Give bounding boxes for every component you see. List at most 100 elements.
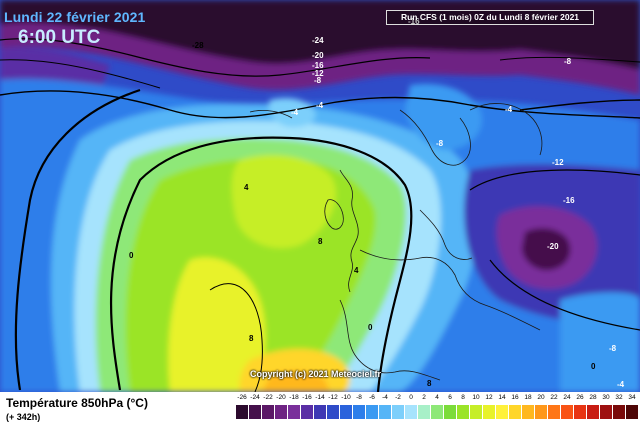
legend-tick-label: 34 [628,394,636,401]
color-legend [236,405,639,419]
legend-tick-label: -24 [250,394,260,401]
legend-swatch [249,405,262,419]
legend-tick-label: 10 [472,394,480,401]
legend-swatch [470,405,483,419]
legend-tick-label: 28 [589,394,597,401]
legend-swatch [561,405,574,419]
contour-label: -28 [192,41,204,50]
model-run-label: Run CFS (1 mois) 0Z du Lundi 8 février 2… [386,10,594,25]
legend-tick-label: 16 [511,394,519,401]
copyright-label: Copyright (c) 2021 Meteociel.fr [250,369,382,379]
legend-swatch [340,405,353,419]
contour-label: 8 [318,237,323,246]
contour-label: 8 [249,334,254,343]
legend-tick-label: 12 [485,394,493,401]
legend-swatch [444,405,457,419]
legend-swatch [431,405,444,419]
legend-tick-label: -14 [315,394,325,401]
isotherm-lines [0,38,640,392]
legend-tick-label: -18 [289,394,299,401]
legend-tick-label: -20 [276,394,286,401]
contour-label: 0 [368,323,373,332]
legend-tick-label: 18 [524,394,532,401]
contour-labels: -28 -24 -20 -16 -12 -8 -8 -4 -4 -4 -8 -1… [129,17,625,389]
legend-tick-label: -8 [356,394,362,401]
legend-swatch [457,405,470,419]
legend-swatch [522,405,535,419]
parameter-label: Température 850hPa (°C) [6,396,148,410]
contour-label: -16 [563,196,575,205]
legend-tick-label: 22 [550,394,558,401]
legend-tick-label: 2 [422,394,426,401]
legend-swatch [314,405,327,419]
contour-label: -4 [617,380,625,389]
legend-tick-label: 24 [563,394,571,401]
legend-swatch [587,405,600,419]
contour-label: 0 [129,251,134,260]
contour-label: -8 [314,76,322,85]
legend-swatch [301,405,314,419]
legend-swatch [236,405,249,419]
legend-swatch [288,405,301,419]
legend-tick-label: 26 [576,394,584,401]
legend-swatch [405,405,418,419]
legend-tick-label: 6 [448,394,452,401]
contour-label: -16 [408,17,420,26]
legend-tick-label: 0 [409,394,413,401]
temperature-field [0,0,640,392]
legend-swatch [574,405,587,419]
legend-swatch [548,405,561,419]
legend-swatch [509,405,522,419]
contour-label: 4 [354,266,359,275]
contour-label: -16 [312,61,324,70]
legend-tick-labels: -26 -24 -22 -20 -18 -16 -14 -12 -10 -8 -6 -4 -2 0 2 4 6 8… [236,394,635,403]
contour-label: -12 [312,69,324,78]
legend-tick-label: 14 [498,394,506,401]
contour-label: 0 [591,362,596,371]
legend-tick-label: -16 [302,394,312,401]
legend-tick-label: 30 [602,394,610,401]
legend-swatch [496,405,509,419]
legend-swatch [366,405,379,419]
legend-tick-label: 8 [461,394,465,401]
legend-swatch [353,405,366,419]
legend-swatch [275,405,288,419]
contour-label: -4 [505,105,513,114]
legend-swatch [327,405,340,419]
forecast-date: Lundi 22 février 2021 [4,9,146,25]
contour-label: -8 [609,344,617,353]
legend-swatch [418,405,431,419]
legend-swatch [600,405,613,419]
contour-label: -20 [312,51,324,60]
contour-label: -4 [316,101,324,110]
legend-swatch [535,405,548,419]
contour-label: -4 [291,108,299,117]
contour-label: -8 [436,139,444,148]
legend-swatch [379,405,392,419]
legend-swatch [392,405,405,419]
legend-tick-label: -4 [382,394,388,401]
legend-tick-label: -12 [328,394,338,401]
legend-tick-label: -2 [395,394,401,401]
legend-tick-label: 32 [615,394,623,401]
legend-tick-label: -6 [369,394,375,401]
legend-tick-label: 4 [435,394,439,401]
legend-swatch [626,405,639,419]
forecast-time: 6:00 UTC [18,27,101,48]
legend-tick-label: -26 [237,394,247,401]
legend-tick-label: 20 [537,394,545,401]
temperature-map: -28 -24 -20 -16 -12 -8 -8 -4 -4 -4 -8 -1… [0,0,640,392]
legend-tick-label: -22 [263,394,273,401]
coastlines [249,103,543,381]
legend-tick-label: -10 [341,394,351,401]
lead-time-label: (+ 342h) [6,412,41,422]
contour-label: -24 [312,36,324,45]
contour-label: -20 [547,242,559,251]
legend-swatch [262,405,275,419]
contour-label: 8 [427,379,432,388]
legend-swatch [613,405,626,419]
contour-label: 4 [244,183,249,192]
legend-swatch [483,405,496,419]
contour-label: -12 [552,158,564,167]
